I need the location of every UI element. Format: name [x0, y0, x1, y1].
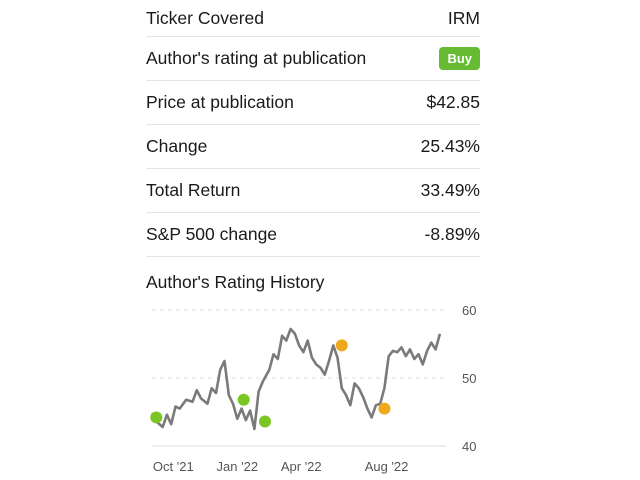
buy-rating-marker[interactable] [237, 393, 250, 406]
price-value: $42.85 [426, 92, 480, 112]
hold-rating-marker[interactable] [335, 339, 348, 352]
change-value: 25.43% [420, 136, 480, 156]
ticker-row: Ticker Covered IRM [146, 0, 480, 37]
sp500-value: -8.89% [424, 224, 480, 244]
price-series-line [150, 327, 442, 431]
total-return-row: Total Return 33.49% [146, 169, 480, 213]
rating-row: Author's rating at publication Buy [146, 37, 480, 81]
change-label: Change [146, 136, 208, 156]
buy-badge: Buy [439, 47, 480, 70]
article-info-panel: Ticker Covered IRM Author's rating at pu… [146, 0, 480, 257]
rating-history-title: Author's Rating History [146, 272, 325, 292]
buy-rating-marker[interactable] [150, 411, 163, 424]
buy-rating-marker[interactable] [259, 415, 272, 428]
sp500-label: S&P 500 change [146, 224, 278, 244]
total-return-value: 33.49% [420, 180, 480, 200]
price-label: Price at publication [146, 92, 294, 112]
x-tick-label: Jan '22 [217, 459, 259, 474]
ticker-link[interactable]: IRM [447, 7, 480, 28]
total-return-label: Total Return [146, 180, 241, 200]
rating-label: Author's rating at publication [146, 48, 367, 68]
x-tick-label: Oct '21 [153, 459, 194, 474]
x-tick-label: Apr '22 [281, 459, 322, 474]
ticker-label: Ticker Covered [146, 7, 264, 28]
change-row: Change 25.43% [146, 125, 480, 169]
price-row: Price at publication $42.85 [146, 81, 480, 125]
y-tick-label: 60 [462, 303, 476, 318]
hold-rating-marker[interactable] [378, 402, 391, 415]
rating-history-chart: 40 50 60 Oct '21 Jan '22 Apr '22 Aug '22 [150, 303, 476, 474]
y-tick-label: 50 [462, 371, 476, 386]
y-tick-label: 40 [462, 439, 476, 454]
sp500-row: S&P 500 change -8.89% [146, 213, 480, 257]
x-tick-label: Aug '22 [365, 459, 409, 474]
